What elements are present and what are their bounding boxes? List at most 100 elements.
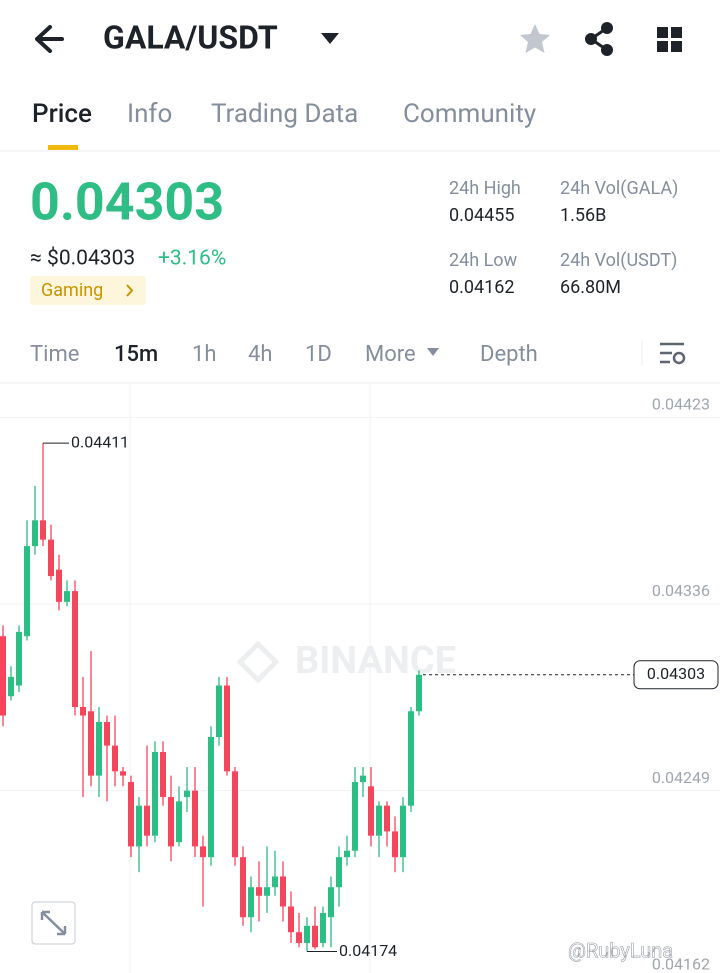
candle-body [288, 906, 294, 933]
pair-title[interactable]: GALA/USDT [103, 18, 278, 56]
intervals: Time 15m 1h 4h 1D More Depth [30, 342, 538, 367]
candle-body [24, 546, 30, 637]
tab[interactable]: Price [32, 99, 92, 129]
tab[interactable]: Info [127, 99, 172, 129]
tag-label[interactable]: Gaming [41, 280, 103, 301]
y-tick-label: 0.04336 [652, 581, 710, 600]
tab-indicator [48, 145, 78, 150]
candle-body [16, 631, 22, 686]
candle-body [104, 721, 110, 746]
stat-label: 24h High [449, 178, 521, 199]
tab[interactable]: Community [403, 99, 536, 129]
candle-body [368, 786, 374, 836]
usd-price: ≈ $0.04303 [30, 247, 135, 271]
tab[interactable]: Trading Data [211, 99, 358, 129]
candle-body [256, 887, 262, 896]
candle-body [160, 752, 166, 798]
interval[interactable]: Depth [480, 342, 538, 367]
candle-body [408, 711, 414, 806]
candle-body [264, 887, 270, 896]
candle-body [176, 801, 182, 843]
candle-body [304, 925, 310, 943]
pair-dropdown[interactable] [321, 33, 339, 44]
interval[interactable]: 1D [305, 342, 332, 367]
favorite-icon[interactable] [520, 24, 550, 53]
candle-body [56, 569, 62, 602]
candle-body [8, 676, 14, 697]
candle-body [296, 932, 302, 943]
grid [0, 416, 720, 792]
tag-chevron [126, 284, 134, 297]
back-button[interactable] [35, 25, 64, 53]
fullscreen-icon [40, 910, 67, 936]
candle-body [312, 925, 318, 948]
candle-body [184, 790, 190, 798]
candle-body [96, 721, 102, 776]
candle-body [168, 797, 174, 847]
candle-body [352, 782, 358, 851]
candle-body [112, 745, 118, 772]
y-tick-label: 0.04249 [652, 768, 710, 787]
candle-body [40, 520, 46, 540]
last-price: 0.04303 [30, 172, 224, 233]
candle-body [320, 912, 326, 943]
stat-value: 0.04162 [449, 277, 514, 298]
candle-body [152, 752, 158, 836]
tag-background[interactable] [30, 276, 146, 305]
candle-body [120, 771, 126, 776]
interval[interactable]: Time [30, 342, 79, 367]
interval[interactable]: 4h [248, 342, 272, 367]
interval[interactable]: 1h [192, 342, 216, 367]
candles [0, 443, 422, 952]
candle-body [128, 782, 134, 847]
stat-label: 24h Vol(USDT) [560, 250, 677, 271]
stat-value: 66.80M [560, 277, 621, 298]
candle-body [224, 685, 230, 772]
candle-body [328, 887, 334, 918]
candle-body [32, 520, 38, 547]
grid-icon[interactable] [657, 27, 682, 52]
stats: 24h High 0.04455 24h Vol(GALA) 1.56B 24h Low… [449, 178, 678, 298]
y-tick-label: 0.04423 [652, 395, 710, 414]
watermark: BINANCE [295, 639, 456, 683]
candle-body [208, 737, 214, 858]
candle-body [0, 636, 6, 716]
candle-body [360, 775, 366, 783]
overlay: 0.04423 0.04336 0.04249 0.04162 0.04411 0.041… [43, 395, 719, 973]
candle-body [280, 876, 286, 907]
candle-body [240, 857, 246, 918]
max-label: 0.04411 [71, 432, 129, 451]
share-icon[interactable] [585, 22, 613, 56]
candle-body [200, 846, 206, 858]
candle-body [344, 850, 350, 858]
y-tick-label: 0.04162 [652, 955, 710, 973]
interval[interactable]: More [365, 342, 416, 367]
stat-value: 1.56B [560, 205, 606, 226]
candle-body [72, 591, 78, 707]
last-price-label: 0.04303 [647, 664, 705, 683]
candle-body [48, 539, 54, 577]
candle-body [416, 674, 422, 712]
stat-value: 0.04455 [449, 205, 514, 226]
interval[interactable]: 15m [114, 342, 158, 367]
chart-settings-icon[interactable] [660, 342, 686, 365]
candle-body [136, 805, 142, 847]
min-label: 0.04174 [339, 941, 397, 960]
candle-body [384, 805, 390, 832]
candle-body [144, 805, 150, 836]
candle-body [80, 706, 86, 716]
candle-body [336, 857, 342, 888]
candle-body [392, 831, 398, 858]
candle-body [232, 771, 238, 858]
last-price-box [633, 660, 719, 690]
candle-body [64, 591, 70, 602]
stat-label: 24h Low [449, 250, 518, 271]
price-change: +3.16% [158, 247, 226, 271]
tabs: Price Info Trading Data Community [32, 99, 536, 150]
candle-body [88, 711, 94, 776]
watermark: @RubyLuna [568, 938, 673, 962]
more-dropdown[interactable] [427, 348, 439, 356]
candle-body [400, 805, 406, 858]
